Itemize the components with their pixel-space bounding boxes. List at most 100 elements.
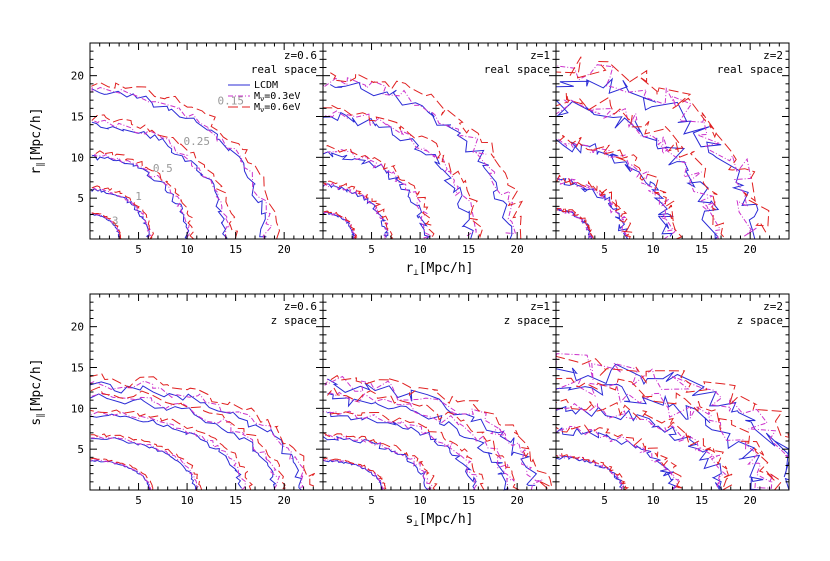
contour-level-0.5-series-1 — [555, 402, 727, 488]
contour-level-0.15-series-1 — [324, 375, 543, 491]
contour-level-0.25-series-1 — [555, 98, 722, 240]
contour-level-1-series-2 — [322, 180, 394, 239]
contour-level-0.25-series-0 — [555, 99, 720, 241]
y-tick-label: 10 — [71, 151, 84, 164]
contour-level-0.15-series-1 — [555, 62, 757, 237]
contour-level-0.15-series-0 — [329, 81, 513, 240]
contour-level-3-series-2 — [90, 457, 154, 491]
panel-space: z space — [271, 314, 317, 327]
panel-redshift: z=1 — [530, 49, 550, 62]
x-tick-label: 5 — [601, 243, 608, 256]
contour-level-0.15-series-0 — [327, 378, 538, 486]
panel-redshift: z=0.6 — [284, 49, 317, 62]
tick-group — [90, 43, 323, 239]
contour-level-3-series-2 — [322, 210, 358, 240]
contour-level-3-series-2 — [89, 212, 122, 239]
contour-level-3-series-1 — [322, 210, 357, 240]
legend-label: LCDM — [254, 80, 278, 91]
contour-level-0.25-series-1 — [92, 119, 231, 240]
x-tick-label: 5 — [368, 243, 375, 256]
contour-level-0.15-series-2 — [89, 373, 316, 487]
contour-level-0.5-series-2 — [90, 409, 253, 490]
contour-level-3-series-0 — [555, 455, 625, 490]
y-tick-label: 20 — [71, 70, 84, 83]
contour-level-0.15-series-1 — [90, 380, 305, 488]
y-tick-label: 5 — [77, 443, 84, 456]
contour-level-0.5-series-2 — [555, 398, 733, 492]
contour-level-0.15-series-2 — [91, 81, 281, 239]
x-tick-label: 20 — [278, 243, 291, 256]
contour-level-3-series-1 — [90, 459, 152, 491]
panel-redshift: z=2 — [763, 300, 783, 313]
x-axis-label: r⊥[Mpc/h] — [405, 261, 473, 278]
x-axis-label: s⊥[Mpc/h] — [405, 512, 473, 529]
panel-space: z space — [504, 314, 550, 327]
y-tick-label: 15 — [71, 362, 84, 375]
x-tick-label: 20 — [278, 494, 291, 507]
contour-level-3-series-0 — [322, 459, 383, 491]
contour-label: 3 — [112, 214, 119, 227]
contour-level-1-series-1 — [555, 425, 680, 491]
contour-level-0.5-series-1 — [322, 410, 479, 491]
contour-level-0.25-series-1 — [322, 110, 477, 237]
x-tick-label: 10 — [646, 494, 659, 507]
contour-level-0.15-series-0 — [91, 88, 267, 238]
y-tick-label: 5 — [77, 192, 84, 205]
y-tick-label: 15 — [71, 111, 84, 124]
contour-level-1-series-2 — [91, 185, 154, 240]
contour-level-1-series-0 — [555, 427, 679, 490]
contour-group — [555, 353, 790, 492]
contour-level-0.5-series-1 — [92, 153, 190, 238]
x-tick-label: 15 — [462, 494, 475, 507]
contour-level-0.15-series-2 — [326, 374, 553, 489]
contour-level-0.5-series-2 — [555, 134, 683, 240]
contour-level-0.5-series-0 — [90, 413, 242, 489]
contour-level-0.25-series-2 — [91, 114, 239, 240]
contour-label: 0.5 — [153, 162, 173, 175]
x-tick-label: 20 — [744, 243, 757, 256]
contour-level-0.5-series-0 — [555, 405, 723, 491]
y-tick-label: 20 — [71, 321, 84, 334]
contour-level-0.25-series-2 — [555, 377, 782, 491]
contour-group — [89, 373, 316, 491]
x-tick-label: 20 — [511, 494, 524, 507]
contour-level-1-series-0 — [91, 188, 150, 240]
tick-group — [556, 43, 789, 239]
contour-group — [322, 71, 524, 240]
panel-bottom-right: 5 10 15 20 z=2z space — [555, 293, 790, 507]
contour-level-0.5-series-0 — [91, 154, 190, 240]
x-tick-label: 5 — [135, 494, 142, 507]
contour-level-0.25-series-1 — [90, 393, 281, 490]
contour-level-0.15-series-2 — [329, 71, 524, 240]
contour-level-0.5-series-1 — [322, 149, 433, 239]
x-tick-label: 15 — [229, 243, 242, 256]
x-tick-label: 5 — [368, 494, 375, 507]
contour-level-0.25-series-0 — [327, 392, 509, 491]
legend-label: Mν=0.6eV — [254, 102, 300, 114]
tick-group — [323, 43, 556, 239]
contour-level-0.5-series-0 — [327, 411, 477, 491]
contour-group — [322, 374, 553, 491]
panel-redshift: z=0.6 — [284, 300, 317, 313]
x-tick-label: 15 — [229, 494, 242, 507]
tick-group — [90, 294, 323, 490]
panel-space: z space — [737, 314, 783, 327]
contour-level-0.5-series-1 — [556, 137, 678, 240]
contour-group — [555, 56, 770, 241]
contour-label: 0.25 — [184, 135, 211, 148]
contour-level-0.15-series-2 — [555, 56, 770, 233]
contour-level-0.25-series-1 — [555, 378, 773, 489]
contour-level-0.15-series-0 — [89, 381, 303, 491]
contour-level-3-series-1 — [322, 459, 385, 490]
x-tick-label: 5 — [135, 243, 142, 256]
panel-space: real space — [484, 63, 550, 76]
contour-level-0.25-series-1 — [328, 391, 515, 491]
contour-level-1-series-2 — [322, 431, 438, 491]
contour-level-0.15-series-1 — [322, 77, 517, 235]
y-axis-label: s∥[Mpc/h] — [29, 358, 46, 425]
contour-level-0.15-series-1 — [91, 86, 273, 240]
x-tick-label: 15 — [695, 243, 708, 256]
contour-level-0.25-series-2 — [90, 386, 286, 490]
legend-label: Mν=0.3eV — [254, 91, 300, 103]
